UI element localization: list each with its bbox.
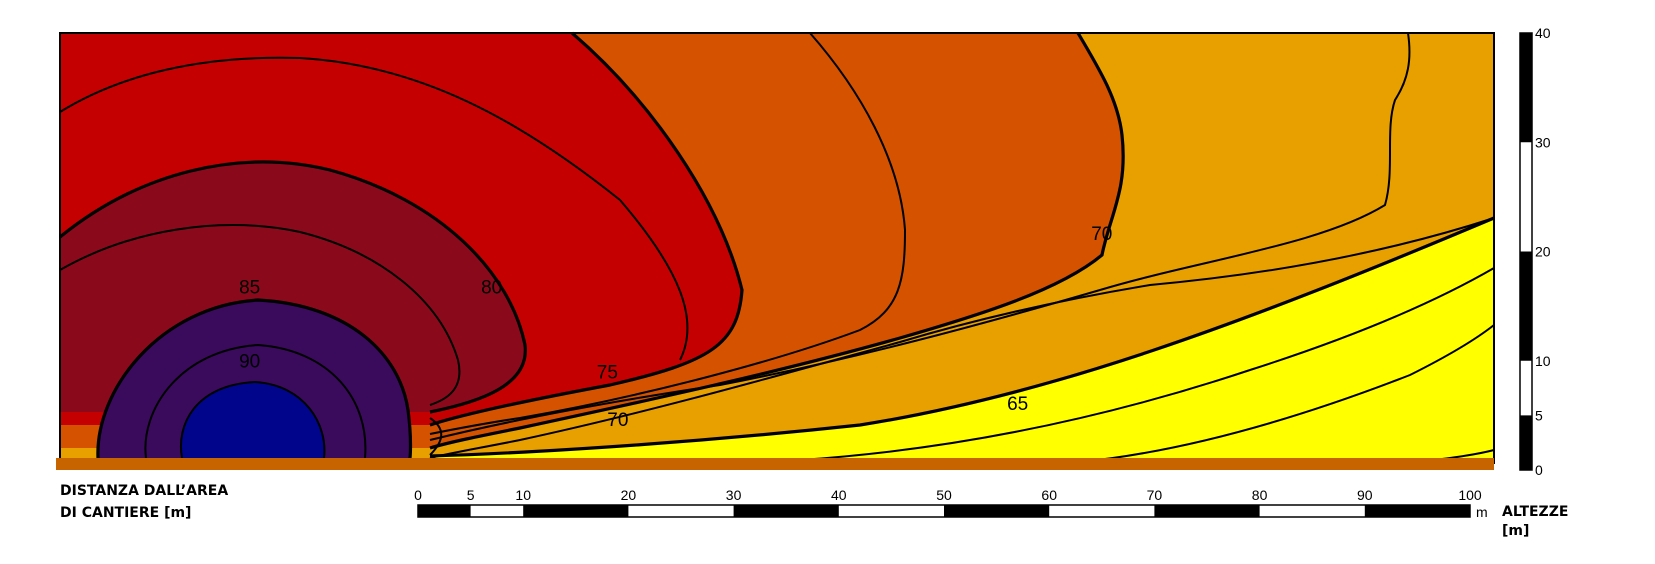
y-tick-label: 20 (1535, 244, 1551, 260)
y-scale-blocks (1520, 33, 1532, 470)
y-tick-labels: 0 5 10 20 30 40 (1535, 25, 1551, 478)
x-tick-label: 70 (1147, 487, 1163, 503)
region-peak (180, 382, 325, 458)
y-tick-label: 40 (1535, 25, 1551, 41)
contour-label: 75 (597, 362, 618, 383)
contour-label: 65 (1007, 394, 1028, 415)
contour-label: 85 (239, 277, 260, 298)
x-tick-label: 40 (831, 487, 847, 503)
x-tick-label: 0 (414, 487, 422, 503)
y-tick-label: 5 (1535, 407, 1543, 423)
contour-label: 90 (239, 352, 260, 373)
x-scale-block (418, 505, 471, 517)
x-tick-label: 60 (1041, 487, 1057, 503)
x-tick-label: 30 (726, 487, 742, 503)
region-yellow-band (430, 218, 1494, 458)
x-scale-block (944, 505, 1050, 517)
x-scale-block (1154, 505, 1260, 517)
x-tick-labels: 0 5 10 20 30 40 50 60 70 80 90 100 (414, 487, 1482, 503)
x-axis-label-line-2: DI CANTIERE [m] (60, 505, 191, 521)
x-scale-block (523, 505, 629, 517)
x-scale-block (733, 505, 839, 517)
x-axis-unit: m (1476, 504, 1488, 520)
x-tick-label: 10 (515, 487, 531, 503)
x-tick-label: 100 (1458, 487, 1482, 503)
x-tick-label: 5 (467, 487, 475, 503)
x-axis-label-line-1: DISTANZA DALL’AREA (60, 483, 228, 499)
x-scale-block (1364, 505, 1470, 517)
ground-band (56, 458, 1494, 470)
y-tick-label: 30 (1535, 134, 1551, 150)
region-90-plus (97, 300, 411, 458)
contour-labels: 90 85 80 75 70 70 65 (239, 224, 1112, 431)
contour-label: 70 (607, 410, 628, 431)
y-scale-block (1520, 33, 1532, 143)
y-tick-label: 0 (1535, 462, 1543, 478)
y-axis-label-line-1: ALTEZZE (1502, 504, 1568, 520)
x-tick-label: 50 (936, 487, 952, 503)
y-axis-label-line-2: [m] (1502, 523, 1529, 539)
x-scale-blocks (418, 505, 1470, 517)
contour-label: 70 (1091, 224, 1112, 245)
y-scale-block (1520, 415, 1532, 470)
y-tick-label: 10 (1535, 353, 1551, 369)
contour-label: 80 (481, 277, 502, 298)
y-axis: 0 5 10 20 30 40 (1519, 25, 1551, 478)
x-tick-label: 20 (621, 487, 637, 503)
x-tick-label: 80 (1252, 487, 1268, 503)
contour-regions (60, 33, 1494, 463)
x-tick-label: 90 (1357, 487, 1373, 503)
x-axis: 0 5 10 20 30 40 50 60 70 80 90 100 m (414, 487, 1488, 520)
y-scale-block (1520, 251, 1532, 361)
contour-lines (58, 31, 1495, 463)
